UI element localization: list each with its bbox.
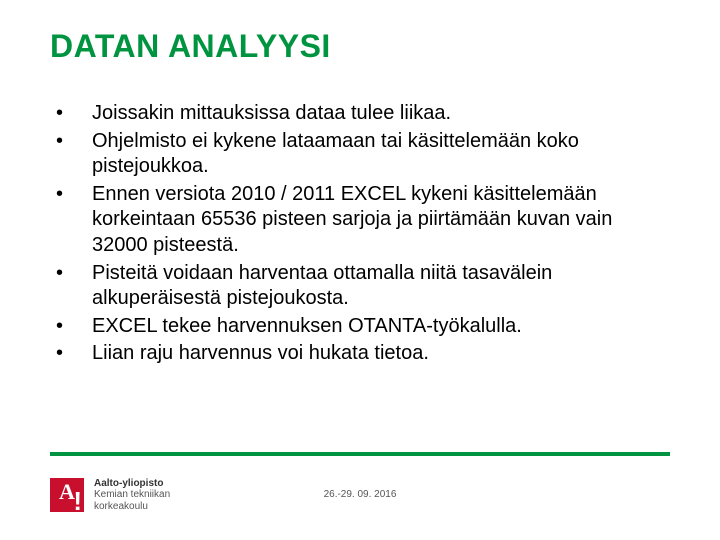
list-item: Liian raju harvennus voi hukata tietoa.	[50, 341, 670, 367]
divider-line	[50, 452, 670, 456]
bullet-list: Joissakin mittauksissa dataa tulee liika…	[50, 101, 670, 367]
list-item: Pisteitä voidaan harventaa ottamalla nii…	[50, 261, 670, 312]
list-item: Joissakin mittauksissa dataa tulee liika…	[50, 101, 670, 127]
logo-line1: Aalto-yliopisto	[94, 478, 170, 490]
slide: DATAN ANALYYSI Joissakin mittauksissa da…	[0, 0, 720, 540]
list-item: Ohjelmisto ei kykene lataamaan tai käsit…	[50, 129, 670, 180]
list-item: EXCEL tekee harvennuksen OTANTA-työkalul…	[50, 314, 670, 340]
footer-date: 26.-29. 09. 2016	[0, 489, 720, 500]
list-item: Ennen versiota 2010 / 2011 EXCEL kykeni …	[50, 182, 670, 259]
slide-title: DATAN ANALYYSI	[50, 28, 670, 65]
logo-line3: korkeakoulu	[94, 501, 170, 513]
